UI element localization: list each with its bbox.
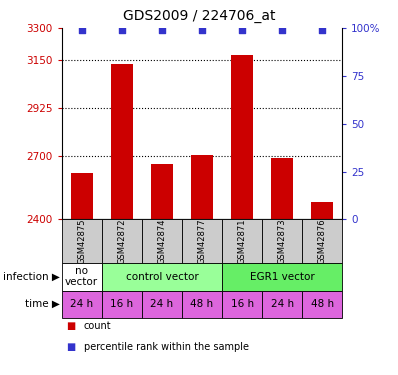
Point <box>159 27 165 33</box>
Text: GSM42876: GSM42876 <box>318 218 327 264</box>
Point <box>78 27 85 33</box>
Text: no
vector: no vector <box>65 266 98 287</box>
Text: GSM42877: GSM42877 <box>197 218 207 264</box>
Bar <box>102 262 222 291</box>
Bar <box>71 172 93 219</box>
Text: 16 h: 16 h <box>110 299 133 309</box>
Bar <box>311 202 333 219</box>
Bar <box>182 219 222 262</box>
Text: ■: ■ <box>66 321 75 332</box>
Text: control vector: control vector <box>125 272 198 282</box>
Text: GSM42875: GSM42875 <box>77 218 86 264</box>
Point <box>239 27 245 33</box>
Bar <box>62 219 102 262</box>
Text: EGR1 vector: EGR1 vector <box>250 272 314 282</box>
Text: percentile rank within the sample: percentile rank within the sample <box>84 342 249 352</box>
Bar <box>111 64 133 219</box>
Bar <box>102 219 142 262</box>
Point <box>119 27 125 33</box>
Bar <box>262 291 302 318</box>
Text: GSM42871: GSM42871 <box>238 218 247 264</box>
Bar <box>62 262 102 291</box>
Text: 24 h: 24 h <box>150 299 174 309</box>
Text: 48 h: 48 h <box>190 299 214 309</box>
Text: 24 h: 24 h <box>70 299 93 309</box>
Text: 16 h: 16 h <box>230 299 254 309</box>
Bar <box>222 262 342 291</box>
Bar <box>222 219 262 262</box>
Point <box>199 27 205 33</box>
Text: infection ▶: infection ▶ <box>3 272 60 282</box>
Text: count: count <box>84 321 111 332</box>
Bar <box>191 155 213 219</box>
Point <box>319 27 326 33</box>
Bar <box>102 291 142 318</box>
Text: GDS2009 / 224706_at: GDS2009 / 224706_at <box>123 9 275 23</box>
Bar <box>142 219 182 262</box>
Bar <box>142 291 182 318</box>
Text: GSM42873: GSM42873 <box>278 218 287 264</box>
Bar <box>302 219 342 262</box>
Text: 24 h: 24 h <box>271 299 294 309</box>
Bar <box>222 291 262 318</box>
Bar <box>302 291 342 318</box>
Bar <box>262 219 302 262</box>
Bar <box>271 158 293 219</box>
Bar <box>62 291 102 318</box>
Text: 48 h: 48 h <box>311 299 334 309</box>
Point <box>279 27 285 33</box>
Bar <box>182 291 222 318</box>
Bar <box>231 55 253 219</box>
Text: GSM42874: GSM42874 <box>157 218 166 264</box>
Bar <box>151 164 173 219</box>
Text: ■: ■ <box>66 342 75 352</box>
Text: GSM42872: GSM42872 <box>117 218 126 264</box>
Text: time ▶: time ▶ <box>25 299 60 309</box>
